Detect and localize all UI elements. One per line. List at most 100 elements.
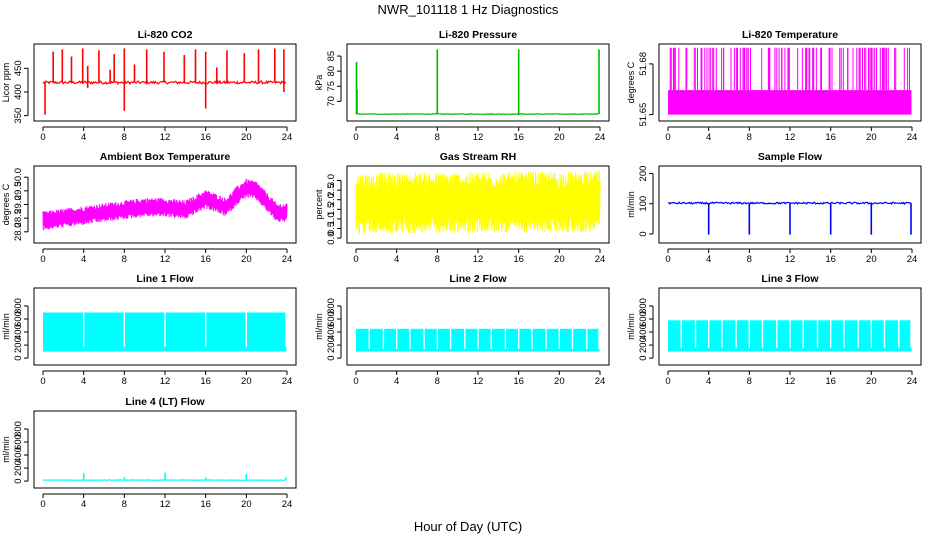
- y-tick-label: 2.0: [326, 193, 337, 206]
- x-tick-label: 0: [40, 132, 45, 143]
- x-tick-label: 24: [282, 499, 293, 510]
- y-tick-label: 200: [326, 337, 337, 353]
- x-tick-label: 24: [282, 254, 293, 265]
- x-tick-label: 12: [473, 254, 484, 265]
- y-tick-label: 0.5: [326, 222, 337, 235]
- y-tick-label: 200: [13, 460, 24, 476]
- y-tick-label: 100: [638, 196, 649, 212]
- y-tick-label: 200: [638, 166, 649, 182]
- chart-panel: Line 4 (LT) Flow 0 4 8 12 16 20 24 0 200400600800…: [1, 396, 297, 510]
- x-tick-label: 0: [353, 376, 358, 387]
- x-tick-label: 0: [665, 376, 670, 387]
- plot-frame: [346, 165, 610, 244]
- y-tick-label: 30.0: [13, 168, 24, 187]
- y-axis: 350 400 450: [13, 60, 29, 124]
- figure-title: NWR_101118 1 Hz Diagnostics: [378, 2, 559, 17]
- y-tick-label: 85: [326, 51, 337, 62]
- panel-title: Gas Stream RH: [440, 151, 516, 163]
- x-tick-label: 8: [122, 132, 127, 143]
- x-tick-label: 20: [554, 254, 565, 265]
- y-axis-label: ml/min: [626, 313, 636, 340]
- y-tick-label: 28.5: [13, 209, 24, 228]
- series-line: [668, 320, 912, 352]
- panel-title: Li-820 Pressure: [439, 29, 517, 41]
- plot-frame: [658, 43, 922, 122]
- y-tick-label: 1.5: [326, 203, 337, 216]
- x-tick-label: 16: [513, 376, 524, 387]
- x-tick-label: 8: [435, 254, 440, 265]
- y-tick-label: 51.68: [638, 52, 649, 76]
- panel-title: Li-820 Temperature: [742, 29, 838, 41]
- x-tick-label: 12: [473, 376, 484, 387]
- panel-title: Ambient Box Temperature: [100, 151, 231, 163]
- y-axis-label: kPa: [314, 75, 324, 91]
- x-tick-label: 24: [595, 254, 606, 265]
- y-tick-label: 0: [13, 478, 24, 483]
- x-tick-label: 12: [160, 376, 171, 387]
- x-tick-label: 24: [595, 132, 606, 143]
- x-tick-label: 4: [394, 376, 399, 387]
- x-tick-label: 20: [554, 132, 565, 143]
- x-tick-label: 12: [160, 132, 171, 143]
- series-line: [43, 312, 287, 352]
- x-tick-label: 4: [706, 254, 711, 265]
- y-axis-label: ml/min: [626, 191, 636, 218]
- x-tick-label: 24: [282, 132, 293, 143]
- plot-frame: [33, 43, 297, 122]
- x-tick-label: 16: [513, 254, 524, 265]
- panel-title: Li-820 CO2: [138, 29, 193, 41]
- y-tick-label: 400: [326, 324, 337, 340]
- y-axis-label: Licor ppm: [1, 63, 11, 103]
- panel-title: Line 3 Flow: [761, 273, 819, 285]
- x-axis: 0 4 8 12 16 20 24: [353, 370, 605, 387]
- y-tick-label: 800: [326, 298, 337, 314]
- y-tick-label: 600: [326, 311, 337, 327]
- x-tick-label: 16: [513, 132, 524, 143]
- y-tick-label: 400: [638, 324, 649, 340]
- chart-panel: Ambient Box Temperature 0 4 8 12 16 20 24 28.028…: [1, 151, 297, 265]
- x-tick-label: 16: [825, 376, 836, 387]
- y-tick-label: 350: [13, 108, 24, 124]
- x-tick-label: 24: [907, 254, 918, 265]
- x-tick-label: 4: [81, 132, 86, 143]
- y-tick-label: 400: [13, 324, 24, 340]
- y-tick-label: 0: [326, 355, 337, 360]
- y-tick-label: 0: [638, 355, 649, 360]
- series-line: [668, 47, 912, 115]
- y-axis: 28.028.529.029.530.0: [13, 168, 29, 241]
- series-line: [356, 328, 600, 352]
- x-tick-label: 20: [554, 376, 565, 387]
- y-tick-label: 200: [638, 337, 649, 353]
- x-tick-label: 16: [825, 132, 836, 143]
- chart-panel: Gas Stream RH 0 4 8 12 16 20 24 0.00.51.01.52.02…: [314, 151, 610, 265]
- x-tick-label: 0: [353, 132, 358, 143]
- x-tick-label: 24: [907, 376, 918, 387]
- x-tick-label: 0: [40, 254, 45, 265]
- y-axis-label: ml/min: [1, 313, 11, 340]
- y-axis: 51.65 51.68: [638, 52, 654, 127]
- x-axis: 0 4 8 12 16 20 24: [40, 248, 293, 265]
- y-axis-label: percent: [314, 189, 324, 220]
- y-tick-label: 0: [638, 231, 649, 236]
- x-tick-label: 8: [435, 376, 440, 387]
- x-tick-label: 12: [785, 132, 796, 143]
- chart-panel: Line 1 Flow 0 4 8 12 16 20 24 0 200400600800ml/mi…: [1, 273, 297, 387]
- y-tick-label: 450: [13, 60, 24, 76]
- series-baseline: [355, 113, 599, 116]
- y-tick-label: 0.0: [326, 231, 337, 244]
- x-tick-label: 20: [866, 376, 877, 387]
- y-tick-label: 70: [326, 96, 337, 107]
- x-tick-label: 4: [706, 132, 711, 143]
- chart-panel: Li-820 Temperature 0 4 8 12 16 20 24 51.65 51.68d…: [626, 29, 922, 143]
- series-trace: [355, 170, 601, 234]
- y-axis-label: ml/min: [314, 313, 324, 340]
- y-axis: 0.00.51.01.52.02.53.0: [326, 174, 342, 245]
- y-tick-label: 600: [638, 311, 649, 327]
- x-tick-label: 12: [160, 254, 171, 265]
